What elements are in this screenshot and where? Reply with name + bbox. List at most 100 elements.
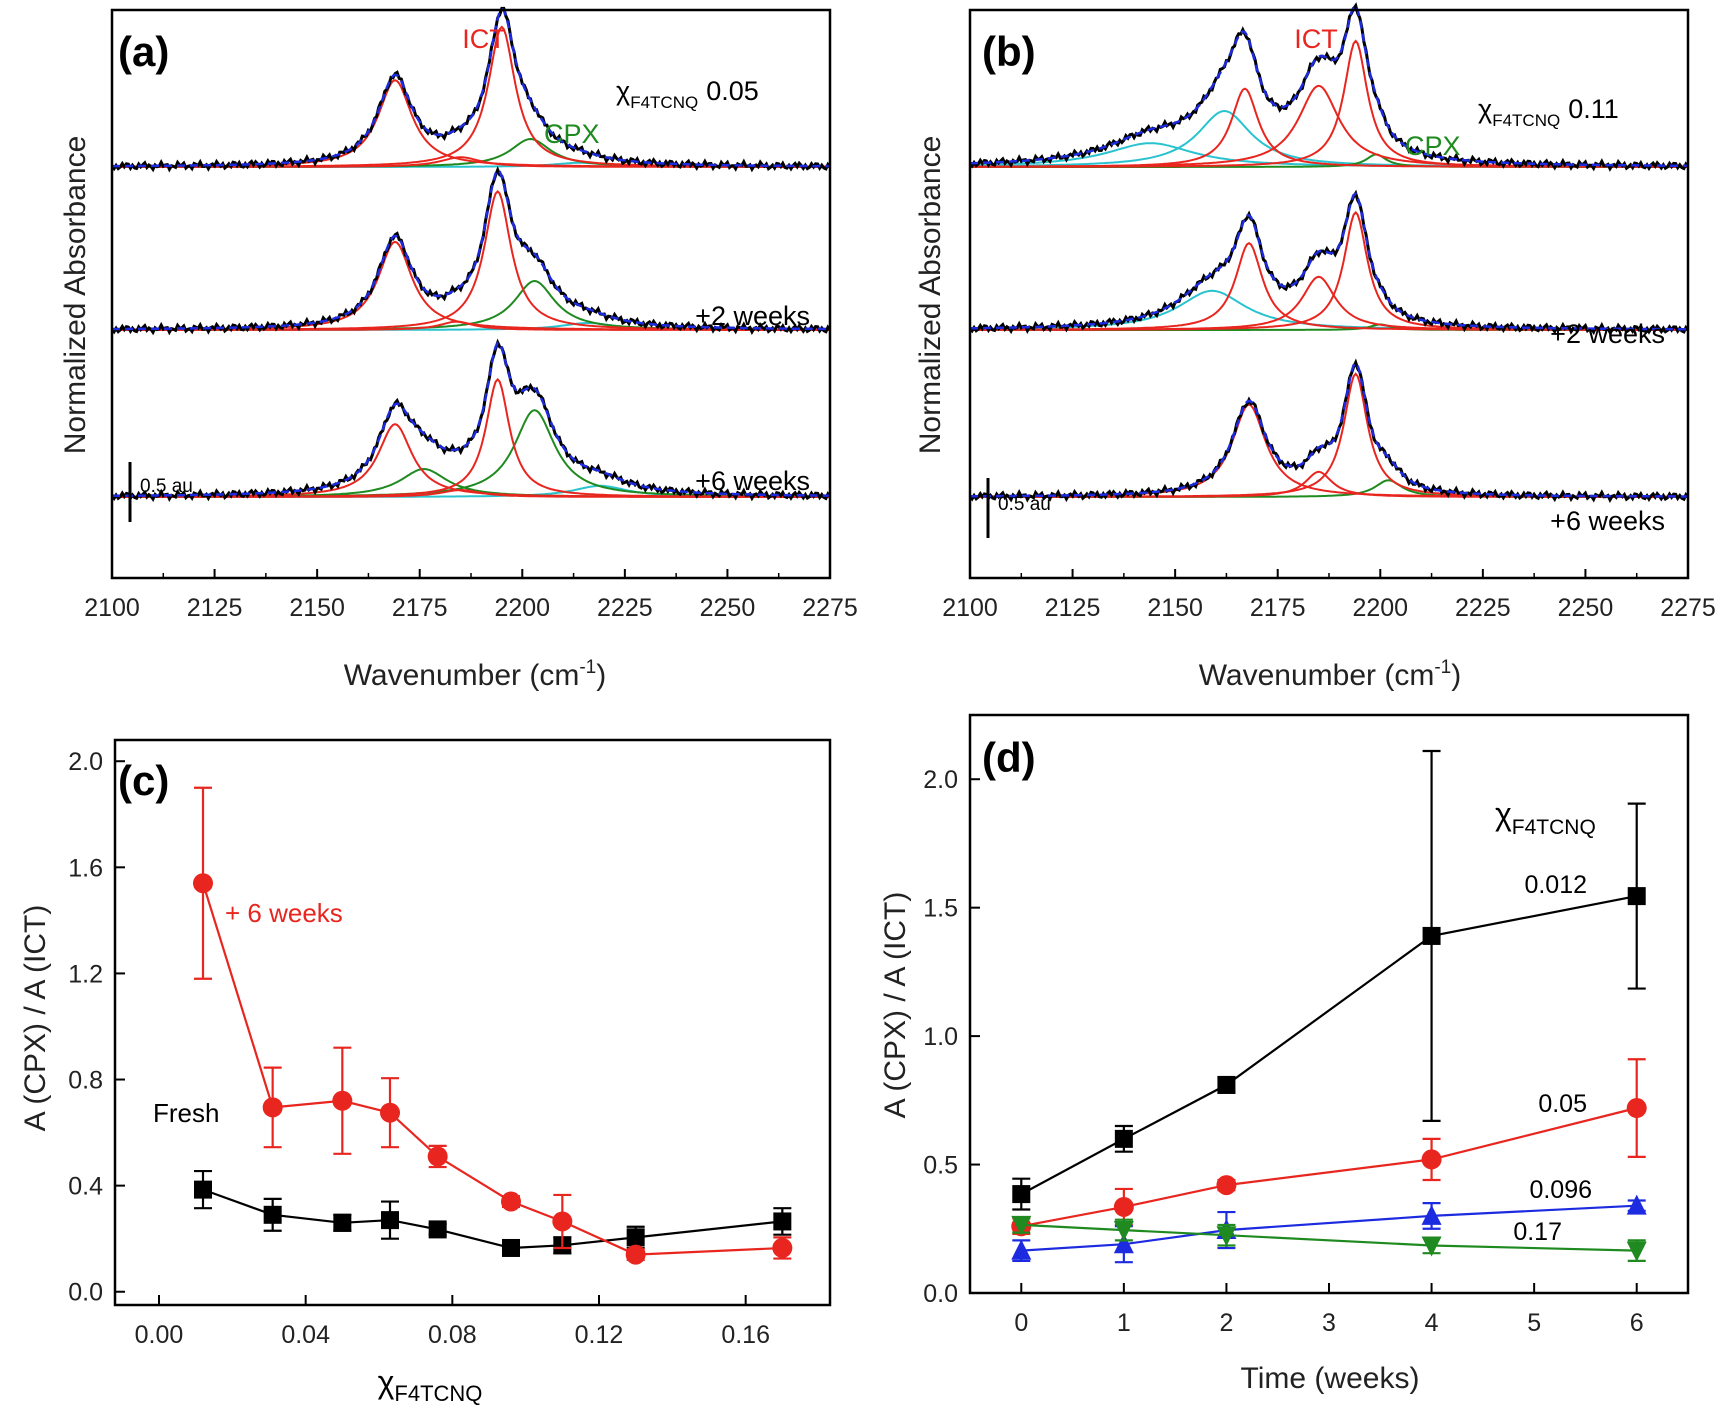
data-point-square: [502, 1238, 520, 1257]
trace-label-2-weeks: +2 weeks: [1550, 319, 1665, 349]
panel-a-spectra: [110, 6, 832, 503]
panel-d: (d) 0 1 2 3 4 5 6 0.0 0.5 1.0 1.5 2.0 χF4TCNQ 0.012…: [879, 713, 1690, 1395]
panel-c: (c) 0.00 0.04 0.08 0.12 0.16 0.0 0.4 0.8 1.2 1.6 2…: [19, 738, 832, 1406]
x-tick-label: 2200: [494, 594, 550, 622]
fit-envelope: [112, 7, 831, 168]
panel-a-label: (a): [118, 28, 169, 75]
panel-c-data: [193, 786, 793, 1265]
panel-a-peak-label-ict: ICT: [462, 24, 506, 54]
panel-b-x-axis-label: Wavenumber (cm-1): [1199, 657, 1462, 692]
panel-c-label: (c): [118, 757, 169, 804]
data-point-circle: [1421, 1149, 1442, 1170]
x-tick-label: 2: [1219, 1309, 1233, 1337]
data-point-triangle-up: [1421, 1204, 1442, 1225]
y-tick-label: 0.4: [68, 1173, 103, 1201]
series-label-0-17: 0.17: [1513, 1218, 1562, 1246]
x-tick-label: 3: [1322, 1309, 1336, 1337]
y-tick-label: 0.0: [923, 1280, 958, 1308]
data-point-square: [1012, 1185, 1031, 1204]
panel-b-label: (b): [982, 28, 1036, 75]
x-tick-label: 2100: [84, 594, 140, 622]
data-point-square: [333, 1213, 352, 1232]
y-tick-label: 2.0: [68, 748, 103, 776]
panel-b: (b) 2100 2125 2150 2175 2200 2225 2250 2275 ICT…: [914, 2, 1716, 692]
y-tick-label: 1.2: [68, 960, 103, 988]
data-point-triangle-down: [1011, 1215, 1032, 1236]
chi-annotation: χF4TCNQ 0.11: [1478, 94, 1619, 130]
x-tick-label: 2200: [1352, 594, 1408, 622]
panel-d-data: [1011, 749, 1647, 1264]
fit-envelope: [112, 341, 830, 498]
data-point-triangle-down: [1216, 1226, 1237, 1247]
x-tick-label: 2150: [1147, 594, 1203, 622]
ict-label: ICT: [1294, 24, 1338, 54]
y-tick-label: 0.0: [68, 1279, 103, 1307]
trace-label-6-weeks: +6 weeks: [1550, 506, 1665, 536]
fit-envelope: [969, 361, 1688, 498]
data-point-square: [626, 1228, 645, 1247]
trace-label-6-weeks: +6 weeks: [695, 466, 810, 496]
panel-c-y-axis-label: A (CPX) / A (ICT): [19, 905, 52, 1132]
data-point-square: [1114, 1129, 1133, 1148]
panel-c-frame: [113, 738, 832, 1307]
cpx-label: CPX: [544, 119, 600, 149]
y-tick-label: 2.0: [923, 766, 958, 794]
trace-label-2-weeks: +2 weeks: [695, 301, 810, 331]
data-point-circle: [552, 1211, 573, 1232]
x-tick-label: 0.04: [281, 1321, 330, 1349]
fit-envelope: [969, 4, 1688, 168]
x-tick-label: 0.12: [575, 1321, 624, 1349]
data-point-square: [428, 1220, 447, 1239]
data-point-circle: [1626, 1098, 1647, 1119]
scale-bar-label: 0.5 au: [998, 494, 1051, 515]
x-tick-label: 0.08: [428, 1321, 477, 1349]
x-tick-label: 0.16: [721, 1321, 770, 1349]
data-point-circle: [427, 1146, 448, 1167]
panel-b-y-axis-label: Normalized Absorbance: [914, 136, 947, 455]
panel-a-x-axis-label: Wavenumber (cm-1): [344, 657, 607, 692]
data-point-circle: [332, 1090, 353, 1111]
y-tick-label: 1.5: [923, 895, 958, 923]
data-point-triangle-down: [1421, 1236, 1442, 1257]
data-point-circle: [1216, 1175, 1237, 1196]
panel-a: (a) 2100 2125 2150 2175 2200 2225 2250 2275 ICT…: [59, 6, 858, 692]
x-tick-label: 2100: [942, 594, 998, 622]
panel-b-x-ticks: 2100 2125 2150 2175 2200 2225 2250 2275: [942, 569, 1716, 622]
data-point-square: [194, 1180, 212, 1199]
legend-title: χF4TCNQ: [1495, 796, 1596, 839]
data-point-triangle-up: [1626, 1194, 1647, 1215]
data-point-circle: [625, 1244, 646, 1265]
ict-label: ICT: [462, 24, 506, 54]
panel-d-x-axis-label: Time (weeks): [1241, 1362, 1420, 1395]
data-point-circle: [772, 1237, 793, 1258]
data-point-triangle-down: [1113, 1221, 1134, 1242]
x-tick-label: 2250: [1558, 594, 1614, 622]
panel-d-ticks: 0 1 2 3 4 5 6 0.0 0.5 1.0 1.5 2.0: [923, 766, 1643, 1337]
data-point-circle: [380, 1102, 400, 1123]
chi-annotation: χF4TCNQ 0.05: [616, 76, 759, 112]
y-tick-label: 0.5: [923, 1152, 958, 1180]
x-tick-label: 2175: [392, 594, 448, 622]
y-tick-label: 0.8: [68, 1067, 103, 1095]
x-tick-label: 2125: [1045, 594, 1101, 622]
data-point-triangle-up: [1011, 1239, 1032, 1260]
scale-bar-label: 0.5 au: [140, 476, 193, 497]
fit-envelope: [111, 168, 830, 331]
ict-component-curve: [970, 39, 1688, 168]
cpx-label: CPX: [1405, 131, 1461, 161]
x-tick-label: 0.00: [135, 1321, 184, 1349]
panel-c-ticks: 0.00 0.04 0.08 0.12 0.16 0.0 0.4 0.8 1.2 1.6 2.0: [68, 748, 770, 1349]
x-tick-label: 2250: [700, 594, 756, 622]
x-tick-label: 6: [1630, 1309, 1644, 1337]
x-tick-label: 5: [1527, 1309, 1541, 1337]
data-point-triangle-up: [1113, 1233, 1134, 1254]
fit-envelope: [969, 192, 1688, 331]
panel-b-spectra: [968, 2, 1690, 504]
panel-a-x-ticks: 2100 2125 2150 2175 2200 2225 2250 2275: [84, 569, 858, 622]
series-label-0-096: 0.096: [1529, 1176, 1592, 1204]
x-tick-label: 2275: [1660, 594, 1716, 622]
panel-c-x-axis-label: χF4TCNQ: [378, 1364, 483, 1405]
x-tick-label: 2225: [597, 594, 653, 622]
data-point-square: [773, 1212, 792, 1231]
